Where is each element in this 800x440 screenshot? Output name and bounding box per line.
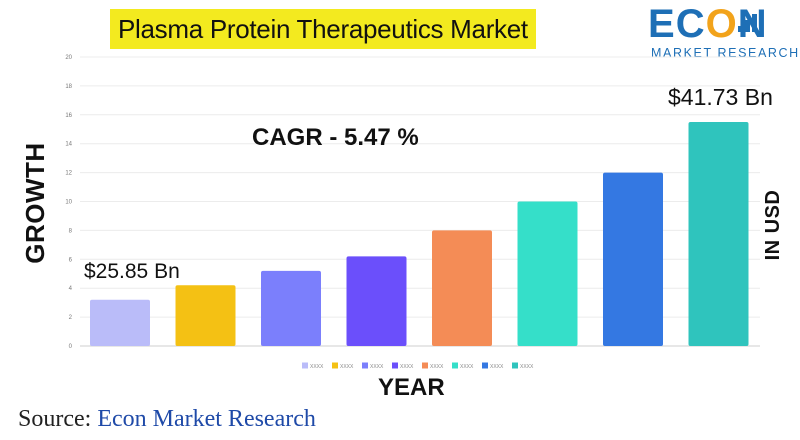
chart-title: Plasma Protein Therapeutics Market [110, 9, 536, 49]
y-tick-label: 20 [65, 55, 72, 61]
legend-label: XXXX [370, 364, 384, 370]
legend-swatch [362, 362, 368, 369]
bar [432, 230, 492, 346]
first-value-label: $25.85 Bn [84, 260, 180, 283]
bar [175, 285, 236, 346]
legend-label: XXXX [430, 364, 444, 370]
bar [603, 172, 663, 346]
y-tick-label: 4 [69, 286, 73, 292]
legend-label: XXXX [310, 364, 324, 370]
legend-label: XXXX [520, 364, 534, 370]
legend-label: XXXX [340, 364, 354, 370]
legend-swatch [332, 362, 338, 369]
bar [346, 256, 407, 346]
logo-bar [745, 20, 750, 32]
econ-logo: ECON MARKET RESEARCH [648, 2, 800, 66]
y-tick-label: 6 [69, 257, 73, 263]
y-tick-label: 18 [65, 84, 72, 90]
legend-swatch [482, 362, 488, 369]
bar [517, 201, 578, 346]
logo-letter: O [705, 2, 738, 46]
bar [688, 122, 749, 347]
legend: XXXX XXXX XXXX XXXX XXXX XXXX XXXX XXXX [302, 362, 534, 370]
legend-swatch [452, 362, 458, 369]
logo-letter: C [675, 2, 706, 46]
y-tick-label: 12 [65, 171, 72, 177]
bars [90, 122, 749, 347]
logo-letter: E [648, 2, 676, 46]
cagr-annotation: CAGR - 5.47 % [252, 124, 419, 151]
logo-bar [752, 14, 757, 32]
bar [90, 299, 150, 346]
bar [261, 270, 321, 346]
legend-swatch [512, 362, 518, 369]
y-tick-label: 2 [69, 315, 73, 321]
last-value-label: $41.73 Bn [668, 84, 773, 110]
legend-label: XXXX [400, 364, 414, 370]
source-name: Econ Market Research [97, 406, 316, 432]
logo-bar [738, 26, 743, 32]
legend-swatch [422, 362, 428, 369]
legend-swatch [302, 362, 308, 369]
source-note: Source: Econ Market Research [18, 406, 316, 433]
y-tick-labels: 0 2 4 6 8 10 12 14 16 18 20 [65, 55, 72, 350]
x-axis-label: YEAR [378, 374, 445, 401]
legend-label: XXXX [460, 364, 474, 370]
y-tick-label: 16 [65, 113, 72, 119]
source-prefix: Source: [18, 406, 92, 432]
y-tick-label: 8 [69, 228, 73, 234]
y-tick-label: 10 [65, 200, 72, 206]
logo-bars-icon [738, 14, 757, 32]
y-tick-label: 0 [69, 344, 73, 350]
legend-swatch [392, 362, 398, 369]
legend-label: XXXX [490, 364, 504, 370]
y-tick-label: 14 [65, 142, 72, 148]
